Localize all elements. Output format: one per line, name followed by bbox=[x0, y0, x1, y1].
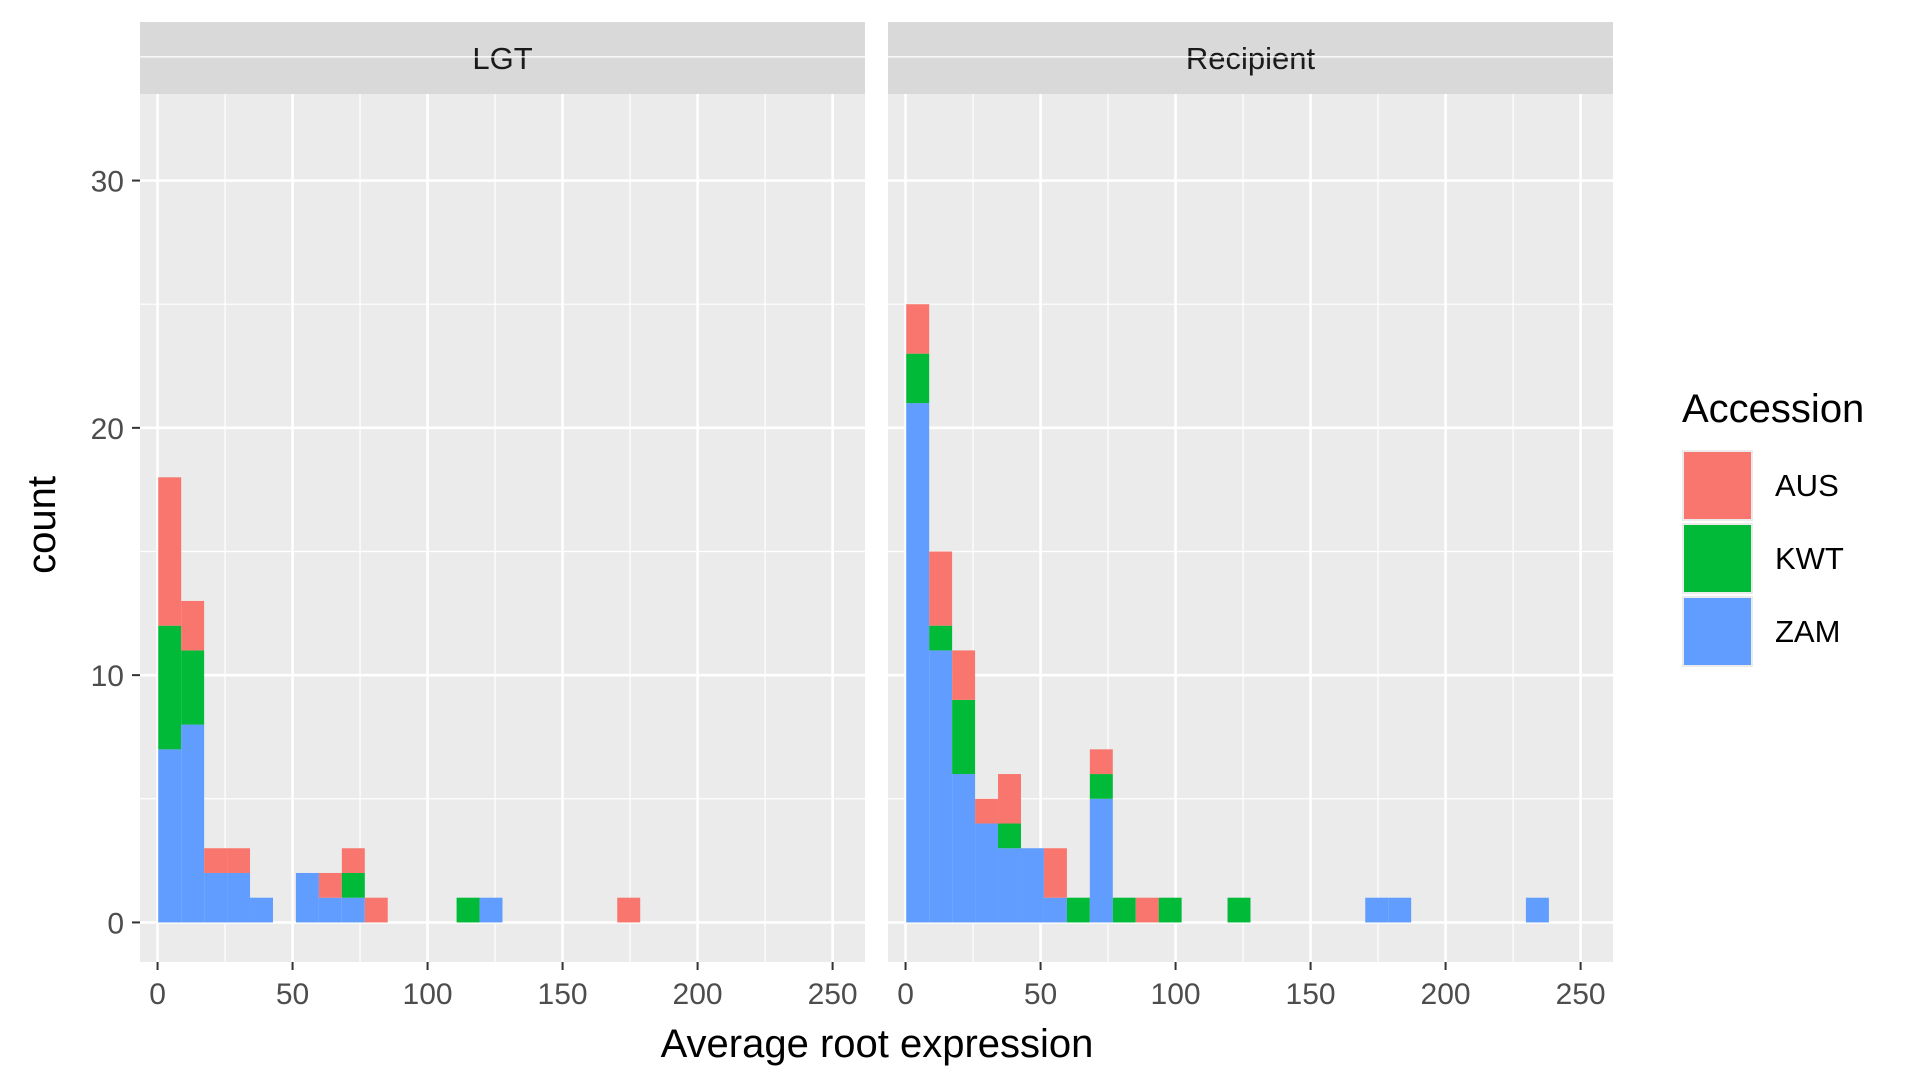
legend-item-kwt: KWT bbox=[1682, 523, 1844, 594]
y-tick-label: 20 bbox=[91, 413, 124, 446]
x-tick-label: 0 bbox=[149, 978, 166, 1011]
bar-segment-zam bbox=[1525, 897, 1549, 923]
facet-strip-label: LGT bbox=[472, 41, 532, 76]
bar-segment-zam bbox=[318, 897, 342, 923]
x-tick-label: 200 bbox=[673, 978, 723, 1011]
x-tick-label: 250 bbox=[1556, 978, 1606, 1011]
bar-segment-kwt bbox=[1112, 897, 1136, 923]
bar-segment-kwt bbox=[929, 625, 953, 651]
bar-segment-zam bbox=[998, 848, 1021, 923]
bar-segment-zam bbox=[181, 724, 205, 923]
bar-segment-kwt bbox=[456, 897, 480, 923]
facet-lgt: LGT 0 50 100 150 200 250 0 10 20 30 bbox=[91, 22, 865, 1011]
bar-segment-zam bbox=[906, 403, 930, 923]
bar-segment-zam bbox=[1089, 798, 1113, 923]
bar-segment-aus bbox=[204, 848, 228, 873]
bar-segment-kwt bbox=[1227, 897, 1251, 923]
legend-item-aus: AUS bbox=[1682, 450, 1839, 521]
bar-segment-aus bbox=[181, 600, 205, 651]
bar-segment-zam bbox=[952, 774, 976, 923]
bar-segment-zam bbox=[929, 650, 953, 923]
x-tick-label: 0 bbox=[897, 978, 914, 1011]
facet-strip-label: Recipient bbox=[1186, 41, 1316, 76]
bar-segment-kwt bbox=[341, 872, 365, 898]
bar-segment-aus bbox=[158, 477, 182, 626]
bar-segment-zam bbox=[1043, 897, 1067, 923]
bar-segment-zam bbox=[1388, 897, 1412, 923]
bar-segment-zam bbox=[1365, 897, 1389, 923]
bar-segment-zam bbox=[295, 872, 319, 923]
facet-panels: LGT 0 50 100 150 200 250 0 10 20 30 Recipient 0 50 100… bbox=[91, 22, 1613, 1011]
bar-segment-aus bbox=[318, 872, 342, 898]
panel-background bbox=[140, 94, 865, 962]
bar-segment-kwt bbox=[952, 699, 976, 775]
legend-label: AUS bbox=[1775, 468, 1839, 503]
legend-items: AUS KWT ZAM bbox=[1682, 450, 1844, 667]
x-tick-label: 250 bbox=[808, 978, 858, 1011]
y-axis-title: count bbox=[20, 476, 64, 574]
legend-label: ZAM bbox=[1775, 614, 1840, 649]
bar-segment-kwt bbox=[1066, 897, 1090, 923]
bar-segment-aus bbox=[1135, 897, 1159, 923]
facet-strip bbox=[888, 22, 1613, 94]
x-axis-title: Average root expression bbox=[661, 1022, 1094, 1066]
facet-strip bbox=[140, 22, 865, 94]
bar-segment-kwt bbox=[158, 625, 182, 750]
bar-segment-kwt bbox=[998, 823, 1021, 849]
bar-segment-kwt bbox=[1089, 774, 1113, 799]
x-tick-label: 50 bbox=[276, 978, 309, 1011]
x-tick-label: 100 bbox=[403, 978, 453, 1011]
y-tick-label: 10 bbox=[91, 660, 124, 693]
legend-swatch bbox=[1684, 525, 1751, 592]
x-tick-label: 150 bbox=[538, 978, 588, 1011]
bar-segment-zam bbox=[250, 897, 273, 923]
bar-segment-aus bbox=[998, 774, 1021, 824]
bar-segment-zam bbox=[227, 872, 251, 923]
x-tick-label: 200 bbox=[1421, 978, 1471, 1011]
bar-segment-zam bbox=[1020, 848, 1044, 923]
facet-recipient: Recipient 0 50 100 150 200 250 bbox=[888, 22, 1613, 1011]
bar-segment-aus bbox=[364, 897, 388, 923]
bar-segment-aus bbox=[227, 848, 251, 873]
bar-segment-aus bbox=[975, 798, 999, 824]
y-tick-label: 30 bbox=[91, 166, 124, 199]
bar-segment-kwt bbox=[906, 353, 930, 404]
bar-segment-aus bbox=[929, 551, 953, 626]
bar-segment-aus bbox=[341, 848, 365, 873]
x-tick-label: 150 bbox=[1286, 978, 1336, 1011]
bar-segment-zam bbox=[158, 749, 182, 923]
bar-segment-zam bbox=[975, 823, 999, 923]
bar-segment-aus bbox=[906, 304, 930, 354]
bar-segment-aus bbox=[1089, 749, 1113, 775]
legend-label: KWT bbox=[1775, 541, 1844, 576]
legend-swatch bbox=[1684, 598, 1751, 665]
x-tick-label: 50 bbox=[1024, 978, 1057, 1011]
bar-segment-zam bbox=[341, 897, 365, 923]
bar-segment-aus bbox=[952, 650, 976, 700]
y-tick-label: 0 bbox=[107, 907, 124, 940]
bar-segment-aus bbox=[1043, 848, 1067, 898]
legend-swatch bbox=[1684, 452, 1751, 519]
legend-item-zam: ZAM bbox=[1682, 596, 1840, 667]
bar-segment-zam bbox=[204, 872, 228, 923]
legend: Accession AUS KWT ZAM bbox=[1682, 387, 1864, 667]
bar-segment-zam bbox=[479, 897, 503, 923]
bar-segment-aus bbox=[617, 897, 641, 923]
legend-title: Accession bbox=[1682, 387, 1864, 431]
bar-segment-kwt bbox=[1158, 897, 1182, 923]
bar-segment-kwt bbox=[181, 650, 205, 725]
x-tick-label: 100 bbox=[1151, 978, 1201, 1011]
